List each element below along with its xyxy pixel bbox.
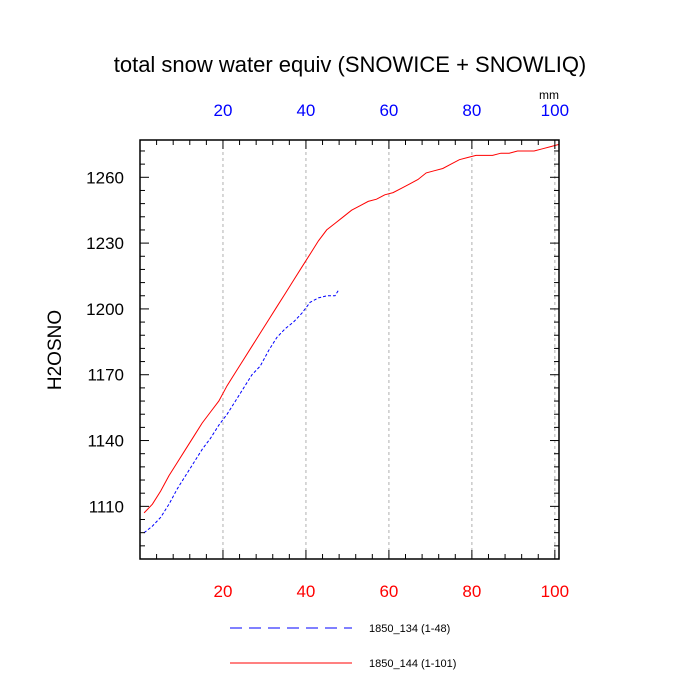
grid-lines <box>222 140 556 559</box>
x-tick-label-top: 60 <box>379 101 398 120</box>
y-tick-label: 1140 <box>87 432 124 451</box>
y-tick-label: 1170 <box>87 366 124 385</box>
legend: 1850_134 (1-48) 1850_144 (1-101) <box>230 623 456 670</box>
x-tick-label-bottom: 60 <box>379 582 398 601</box>
series-lines <box>143 143 560 534</box>
x-tick-label-bottom: 100 <box>541 582 569 601</box>
x-tick-label-bottom: 80 <box>462 582 481 601</box>
x-tick-label-top: 80 <box>462 101 481 120</box>
series-line-1 <box>143 143 560 514</box>
y-tick-label: 1200 <box>86 300 124 319</box>
x-tick-label-top: 40 <box>296 101 315 120</box>
axis-ticks: 20 20 40 40 60 60 80 80 100 100 1110 1140 1170 1200 12… <box>86 101 569 601</box>
y-axis-label: H2OSNO <box>45 310 66 390</box>
x-tick-label-top: 100 <box>541 101 569 120</box>
top-axis-unit: mm <box>539 88 559 102</box>
x-tick-label-bottom: 20 <box>214 582 233 601</box>
y-tick-label: 1110 <box>89 497 124 516</box>
legend-label-1: 1850_144 (1-101) <box>369 658 456 670</box>
series-line-0 <box>143 288 340 534</box>
y-tick-label: 1260 <box>86 168 124 187</box>
x-tick-label-top: 20 <box>214 101 233 120</box>
plot-frame <box>139 139 560 560</box>
x-tick-label-bottom: 40 <box>296 582 315 601</box>
legend-label-0: 1850_134 (1-48) <box>369 623 450 635</box>
chart-title: total snow water equiv (SNOWICE + SNOWLI… <box>114 52 587 77</box>
y-tick-label: 1230 <box>86 234 124 253</box>
